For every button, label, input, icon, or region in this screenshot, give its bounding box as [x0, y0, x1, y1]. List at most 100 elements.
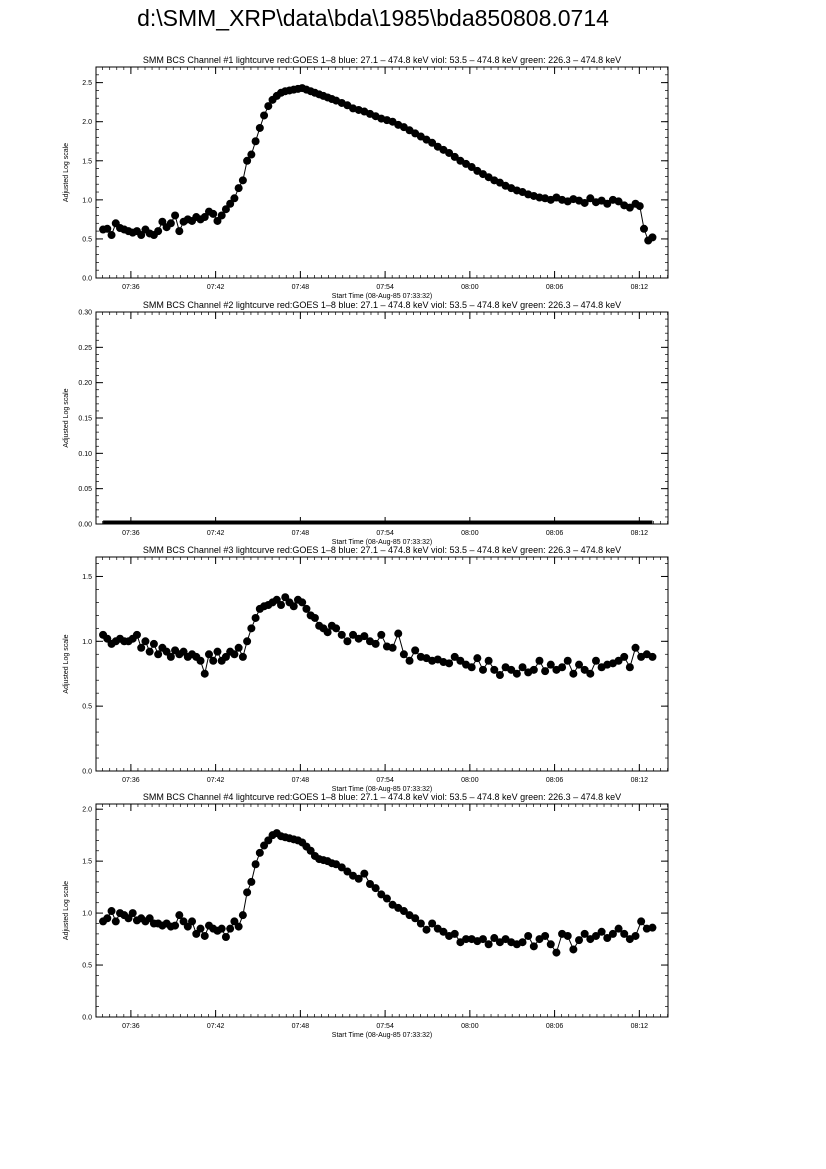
chart-3-point [399, 650, 408, 659]
chart-3-point [343, 637, 352, 646]
chart-4-point [546, 940, 555, 949]
chart-4-frame [95, 803, 669, 1018]
chart-3-point [209, 656, 218, 665]
chart-4-point [608, 929, 617, 938]
chart-3-point [535, 656, 544, 665]
chart-4-point [428, 919, 437, 928]
chart-4-ytick-label: 0.5 [82, 963, 92, 970]
chart-2-xlabel: Start Time (08-Aug-85 07:33:32) [332, 539, 432, 546]
chart-3-point [575, 660, 584, 669]
chart-3-xtick-label: 07:54 [376, 777, 394, 784]
chart-3-point [473, 654, 482, 663]
chart-4-ytick-label: 1.0 [82, 911, 92, 918]
chart-3-point [478, 665, 487, 674]
chart-1-point [264, 102, 273, 111]
chart-3-point [518, 663, 527, 672]
chart-4-point [337, 863, 346, 872]
chart-4-xtick-label: 08:00 [461, 1023, 479, 1030]
chart-3-point [360, 632, 369, 641]
chart-4-point [620, 929, 629, 938]
chart-4-point [422, 925, 431, 934]
chart-2-ytick-label: 0.00 [78, 522, 92, 529]
chart-4-xtick-label: 07:54 [376, 1023, 394, 1030]
chart-1-point [450, 152, 459, 161]
chart-3-title: SMM BCS Channel #3 lightcurve red:GOES 1… [143, 545, 621, 555]
chart-3-point [149, 639, 158, 648]
chart-4-xtick-label: 08:06 [546, 1023, 564, 1030]
chart-1-point [221, 205, 230, 214]
chart-3-point [196, 656, 205, 665]
chart-1-point [175, 227, 184, 236]
chart-4-title: SMM BCS Channel #4 lightcurve red:GOES 1… [143, 792, 621, 802]
chart-1-frame [95, 66, 669, 279]
chart-1-point [171, 211, 180, 220]
chart-1-ytick-label: 1.0 [82, 197, 92, 204]
chart-3-point [614, 656, 623, 665]
chart-3-point [251, 613, 260, 622]
chart-1-point [158, 217, 167, 226]
chart-4-point [580, 929, 589, 938]
chart-3-point [323, 628, 332, 637]
chart-3-point [137, 643, 146, 652]
chart-4-point [439, 927, 448, 936]
chart-2-xtick-label: 07:36 [122, 530, 140, 537]
chart-3-point [484, 656, 493, 665]
chart-4-point [103, 914, 112, 923]
chart-4-point [631, 931, 640, 940]
chart-1-xtick-label: 07:48 [292, 284, 310, 291]
chart-3-point [213, 647, 222, 656]
chart-3-point [310, 613, 319, 622]
chart-2-ytick-label: 0.25 [78, 345, 92, 352]
chart-4-point [196, 924, 205, 933]
chart-4-point [128, 909, 137, 918]
chart-3-point [377, 630, 386, 639]
chart-3-xtick-label: 08:00 [461, 777, 479, 784]
chart-3-point [394, 629, 403, 638]
chart-4-point [354, 874, 363, 883]
chart-2-xtick-label: 08:06 [546, 530, 564, 537]
chart-2-title: SMM BCS Channel #2 lightcurve red:GOES 1… [143, 300, 621, 310]
chart-4-point [563, 931, 572, 940]
chart-1-point [428, 138, 437, 147]
chart-4-point [360, 869, 369, 878]
chart-3-point [298, 598, 307, 607]
chart-1-ylabel: Adjusted Log scale [63, 143, 70, 202]
chart-4-point [234, 922, 243, 931]
chart-3-point [405, 656, 414, 665]
chart-1-point [635, 202, 644, 211]
chart-4-point [648, 923, 657, 932]
chart-2-xtick-label: 07:54 [376, 530, 394, 537]
chart-3-point [625, 663, 634, 672]
chart-1-point [200, 213, 209, 222]
chart-4-point [591, 931, 600, 940]
chart-1-point [445, 148, 454, 157]
chart-1-point [166, 219, 175, 228]
chart-1-xtick-label: 07:36 [122, 284, 140, 291]
chart-1-ytick-label: 2.0 [82, 119, 92, 126]
chart-3-point [507, 665, 516, 674]
chart-4-point [597, 927, 606, 936]
chart-1-point [580, 198, 589, 207]
chart-4-point [478, 935, 487, 944]
chart-1-point [137, 231, 146, 240]
chart-3-xtick-label: 07:36 [122, 777, 140, 784]
chart-1-point [467, 163, 476, 172]
chart-4-point [343, 867, 352, 876]
chart-3-point [445, 659, 454, 668]
chart-1-point [234, 184, 243, 193]
chart-3-point [141, 637, 150, 646]
chart-4-point [569, 945, 578, 954]
chart-1-xlabel: Start Time (08-Aug-85 07:33:32) [332, 293, 432, 300]
chart-1-point [247, 150, 256, 159]
chart-4-point [247, 877, 256, 886]
chart-3-point [238, 652, 247, 661]
chart-4-point [484, 940, 493, 949]
chart-1-point [648, 233, 657, 242]
chart-4-xtick-label: 08:12 [631, 1023, 649, 1030]
chart-4-point [226, 924, 235, 933]
chart-4-ytick-label: 2.0 [82, 807, 92, 814]
chart-3-point [620, 652, 629, 661]
chart-3-point [277, 600, 286, 609]
chart-4-point [371, 884, 380, 893]
chart-3-point [631, 643, 640, 652]
